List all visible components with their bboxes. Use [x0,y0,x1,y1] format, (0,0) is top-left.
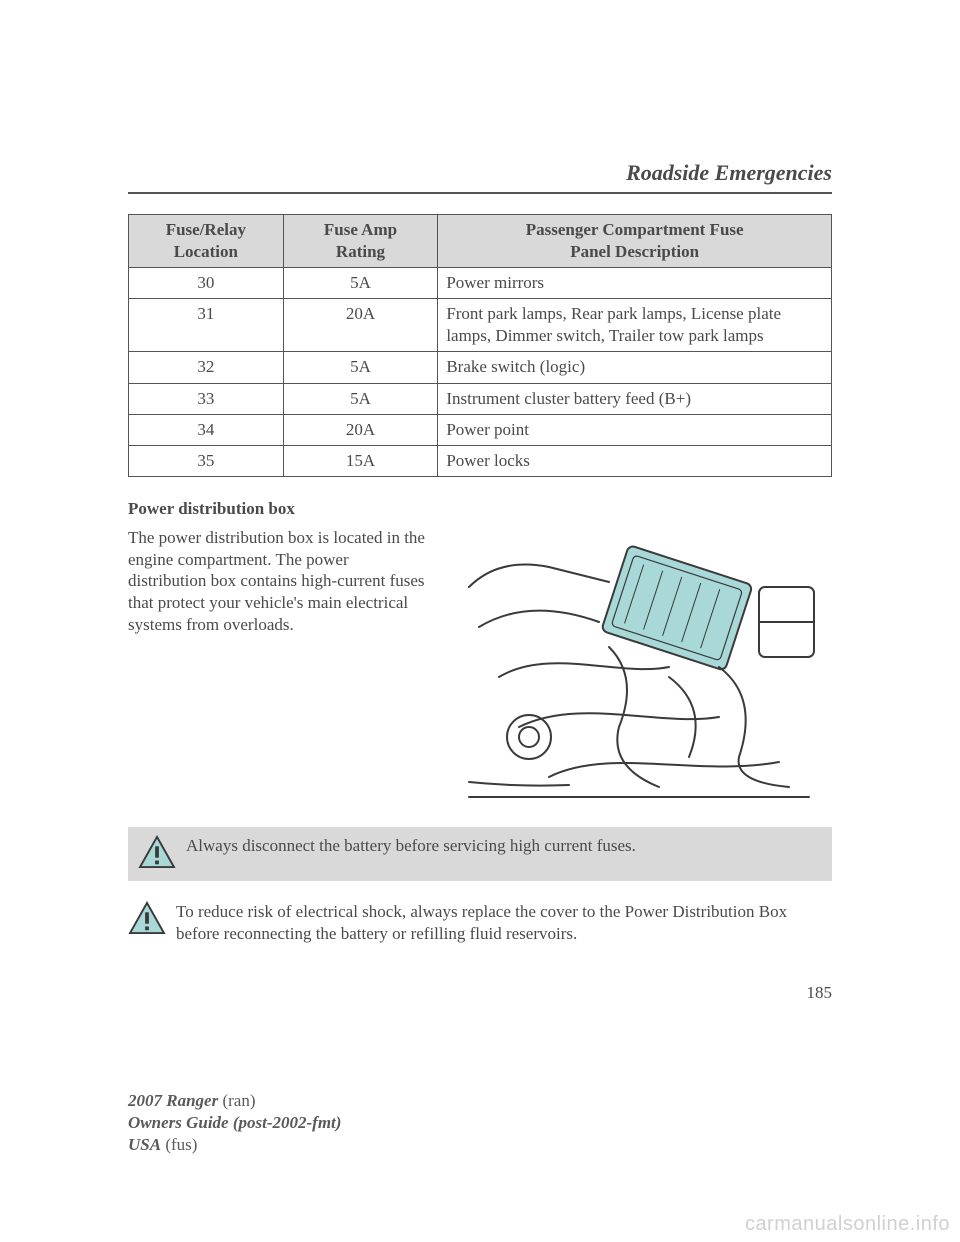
cell-location: 30 [129,268,284,299]
cell-location: 35 [129,445,284,476]
footer: 2007 Ranger (ran) Owners Guide (post-200… [128,1090,341,1156]
footer-code: (ran) [218,1091,255,1110]
table-header-row: Fuse/Relay Location Fuse Amp Rating Pass… [129,215,832,268]
warning-callout: To reduce risk of electrical shock, alwa… [128,901,832,955]
section-header: Roadside Emergencies [128,160,832,194]
table-row: 30 5A Power mirrors [129,268,832,299]
footer-line: 2007 Ranger (ran) [128,1090,341,1112]
table-row: 32 5A Brake switch (logic) [129,352,832,383]
warning-text: To reduce risk of electrical shock, alwa… [176,902,787,943]
cell-amp: 5A [283,383,438,414]
cell-desc: Brake switch (logic) [438,352,832,383]
body-paragraph: The power distribution box is located in… [128,527,428,807]
warning-callout: Always disconnect the battery before ser… [128,827,832,881]
col-header-text: Panel Description [570,242,699,261]
cell-amp: 20A [283,414,438,445]
cell-amp: 5A [283,352,438,383]
table-row: 35 15A Power locks [129,445,832,476]
warning-text: Always disconnect the battery before ser… [186,835,636,857]
cell-desc: Power mirrors [438,268,832,299]
fuse-table: Fuse/Relay Location Fuse Amp Rating Pass… [128,214,832,477]
table-row: 31 20A Front park lamps, Rear park lamps… [129,299,832,352]
cell-amp: 5A [283,268,438,299]
footer-model: 2007 Ranger [128,1091,218,1110]
col-header-text: Rating [336,242,385,261]
engine-svg [446,527,832,807]
cell-location: 33 [129,383,284,414]
footer-line: Owners Guide (post-2002-fmt) [128,1112,341,1134]
footer-region: USA [128,1135,161,1154]
engine-illustration [446,527,832,807]
table-row: 34 20A Power point [129,414,832,445]
cell-amp: 15A [283,445,438,476]
page-number: 185 [128,983,832,1003]
warning-icon [128,901,166,935]
col-header-text: Fuse/Relay [166,220,246,239]
warning-icon [138,835,176,869]
subheading: Power distribution box [128,499,832,519]
cell-location: 32 [129,352,284,383]
manual-page: Roadside Emergencies Fuse/Relay Location… [0,0,960,1003]
cell-desc: Power point [438,414,832,445]
col-header-text: Fuse Amp [324,220,397,239]
table-row: 33 5A Instrument cluster battery feed (B… [129,383,832,414]
cell-desc: Instrument cluster battery feed (B+) [438,383,832,414]
cell-amp: 20A [283,299,438,352]
footer-guide: Owners Guide (post-2002-fmt) [128,1113,341,1132]
col-header-location: Fuse/Relay Location [129,215,284,268]
col-header-desc: Passenger Compartment Fuse Panel Descrip… [438,215,832,268]
body-row: The power distribution box is located in… [128,527,832,807]
footer-line: USA (fus) [128,1134,341,1156]
col-header-text: Passenger Compartment Fuse [526,220,744,239]
cell-desc: Power locks [438,445,832,476]
watermark: carmanualsonline.info [745,1213,950,1236]
cell-desc: Front park lamps, Rear park lamps, Licen… [438,299,832,352]
cell-location: 31 [129,299,284,352]
footer-code: (fus) [161,1135,197,1154]
cell-location: 34 [129,414,284,445]
col-header-text: Location [174,242,238,261]
col-header-amp: Fuse Amp Rating [283,215,438,268]
